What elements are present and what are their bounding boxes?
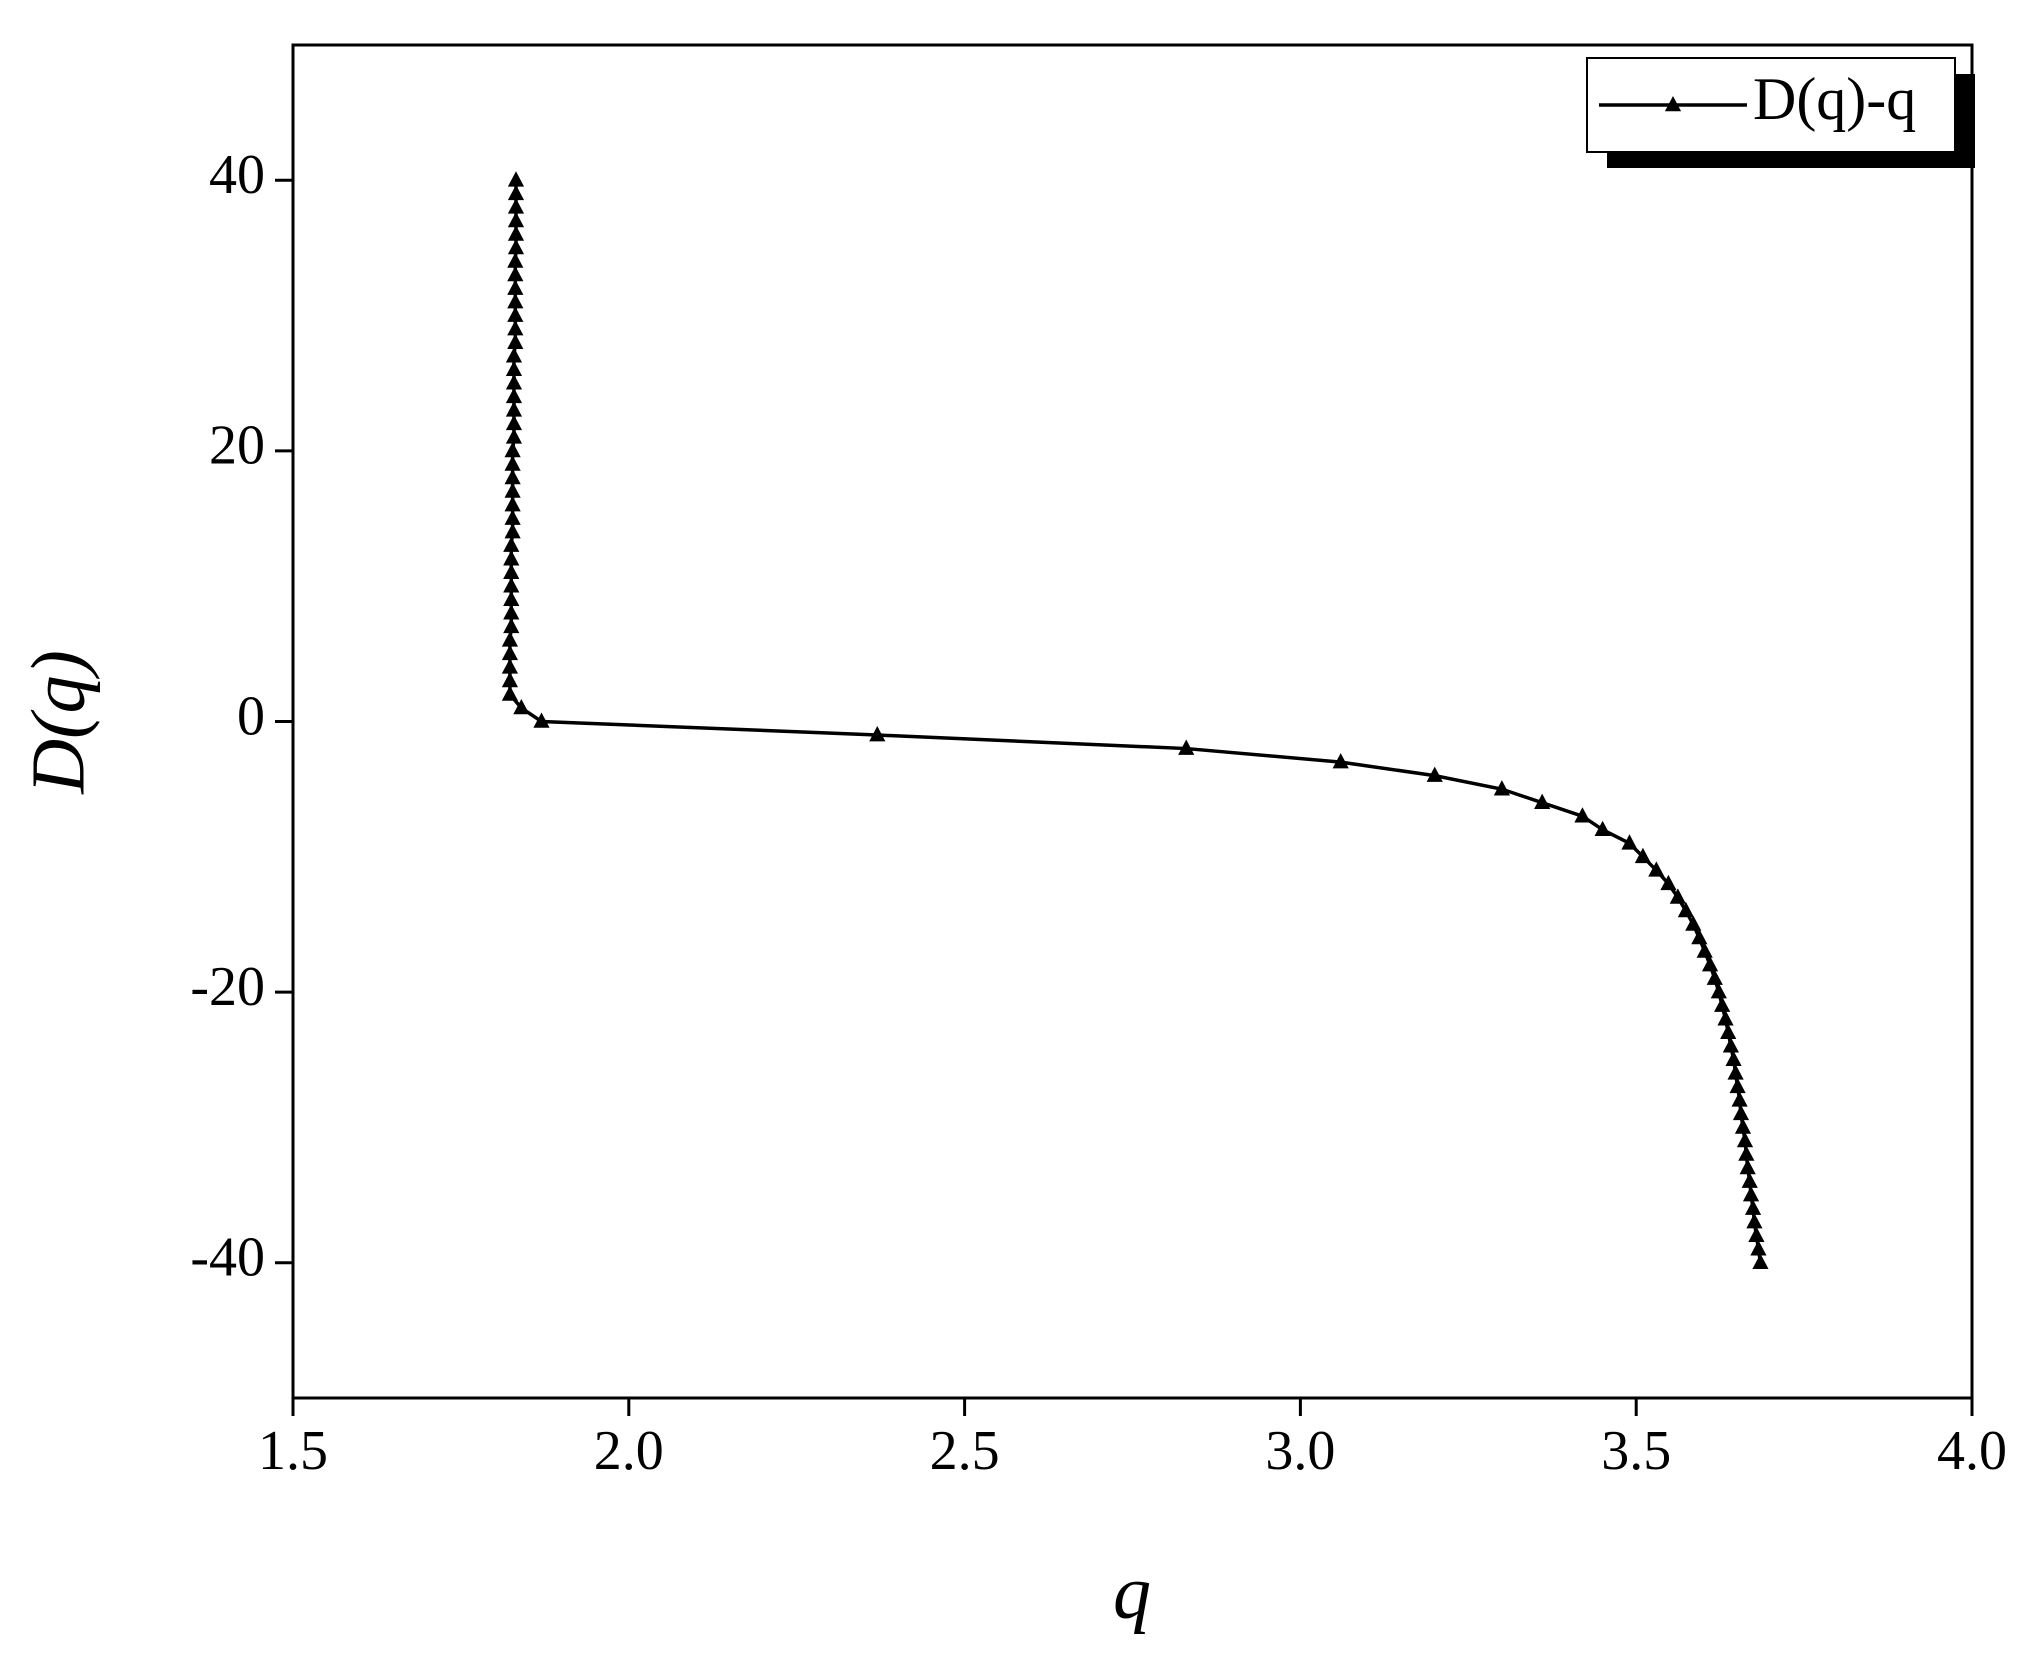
data-point bbox=[1717, 1010, 1734, 1026]
data-point bbox=[504, 509, 521, 525]
data-point bbox=[503, 617, 520, 634]
data-point bbox=[503, 536, 520, 552]
data-point bbox=[507, 333, 524, 349]
data-point bbox=[1685, 915, 1702, 931]
data-point bbox=[507, 225, 525, 241]
data-point bbox=[1720, 1023, 1737, 1039]
data-point bbox=[504, 441, 521, 458]
data-line bbox=[508, 180, 1763, 1263]
data-point bbox=[1493, 780, 1510, 796]
y-axis-label: D(q) bbox=[16, 650, 100, 795]
data-point bbox=[507, 306, 524, 322]
data-point bbox=[503, 577, 520, 593]
data-point bbox=[507, 171, 525, 187]
data-point bbox=[1729, 1077, 1746, 1094]
x-axis-label: q bbox=[1113, 1550, 1151, 1634]
data-point bbox=[507, 184, 525, 201]
data-point bbox=[507, 320, 524, 336]
data-point bbox=[503, 550, 520, 566]
data-point bbox=[1748, 1226, 1765, 1242]
data-point bbox=[1648, 861, 1665, 877]
data-point bbox=[505, 428, 523, 444]
data-point bbox=[505, 374, 523, 390]
data-point bbox=[505, 347, 523, 363]
data-point bbox=[1722, 1037, 1739, 1053]
data-point bbox=[1574, 807, 1591, 823]
data-point bbox=[1736, 1131, 1754, 1148]
data-point bbox=[1669, 888, 1686, 904]
data-point bbox=[504, 482, 521, 498]
x-tick-label: 1.5 bbox=[258, 1420, 328, 1482]
data-point bbox=[1732, 1104, 1750, 1121]
data-point bbox=[1332, 753, 1349, 769]
data-point bbox=[507, 238, 525, 255]
x-tick-label: 2.5 bbox=[930, 1420, 1000, 1482]
data-point bbox=[1741, 1172, 1758, 1188]
data-point bbox=[1750, 1240, 1767, 1256]
data-point bbox=[504, 496, 521, 512]
data-point bbox=[1178, 739, 1195, 755]
data-point bbox=[1725, 1050, 1742, 1067]
data-point bbox=[501, 685, 519, 701]
y-tick-label: -20 bbox=[190, 956, 265, 1018]
data-point bbox=[1660, 874, 1677, 891]
data-point bbox=[505, 414, 523, 431]
data-point bbox=[501, 658, 519, 674]
x-tick-label: 2.0 bbox=[594, 1420, 664, 1482]
data-point bbox=[1696, 942, 1713, 958]
data-point bbox=[1727, 1064, 1744, 1080]
x-tick-label: 3.0 bbox=[1265, 1420, 1335, 1482]
data-point bbox=[1691, 928, 1708, 945]
data-point bbox=[505, 387, 523, 404]
x-tick-label: 3.5 bbox=[1601, 1420, 1671, 1482]
data-point bbox=[504, 455, 521, 471]
data-point bbox=[504, 523, 521, 539]
data-point bbox=[507, 252, 524, 268]
data-point bbox=[507, 266, 524, 282]
data-point bbox=[505, 401, 523, 417]
data-point bbox=[1731, 1091, 1748, 1107]
data-point bbox=[503, 563, 520, 579]
data-point bbox=[1752, 1253, 1769, 1269]
data-point bbox=[503, 604, 520, 620]
legend-label: D(q)-q bbox=[1753, 66, 1916, 132]
data-point bbox=[1634, 847, 1652, 864]
y-tick-label: 40 bbox=[209, 144, 265, 206]
data-point bbox=[513, 698, 530, 715]
data-point bbox=[507, 293, 524, 309]
data-point bbox=[507, 279, 524, 295]
y-tick-label: 0 bbox=[237, 685, 265, 747]
data-point bbox=[504, 468, 521, 485]
data-point bbox=[1714, 996, 1731, 1012]
data-point bbox=[507, 211, 525, 228]
data-point bbox=[1744, 1199, 1762, 1215]
data-point bbox=[501, 631, 519, 647]
data-point bbox=[503, 590, 520, 607]
data-point bbox=[1738, 1145, 1755, 1161]
y-tick-label: -40 bbox=[190, 1227, 265, 1289]
data-point bbox=[1594, 820, 1611, 837]
data-point bbox=[1706, 969, 1723, 985]
data-point bbox=[1426, 766, 1443, 782]
data-point bbox=[1677, 901, 1694, 918]
data-point bbox=[501, 671, 519, 688]
data-point bbox=[1739, 1158, 1756, 1175]
data-point bbox=[505, 360, 523, 377]
legend-marker bbox=[1664, 96, 1682, 112]
data-point bbox=[869, 726, 886, 742]
data-point bbox=[1534, 793, 1551, 809]
data-point bbox=[1621, 834, 1638, 850]
x-tick-label: 4.0 bbox=[1937, 1420, 2007, 1482]
y-tick-label: 20 bbox=[209, 415, 265, 477]
data-point bbox=[1742, 1186, 1760, 1202]
data-point bbox=[1710, 983, 1727, 999]
data-point bbox=[1746, 1213, 1763, 1229]
data-point bbox=[1701, 956, 1719, 972]
data-point bbox=[1734, 1118, 1752, 1134]
data-point bbox=[507, 198, 525, 214]
data-point bbox=[501, 644, 519, 661]
data-point bbox=[533, 712, 550, 728]
